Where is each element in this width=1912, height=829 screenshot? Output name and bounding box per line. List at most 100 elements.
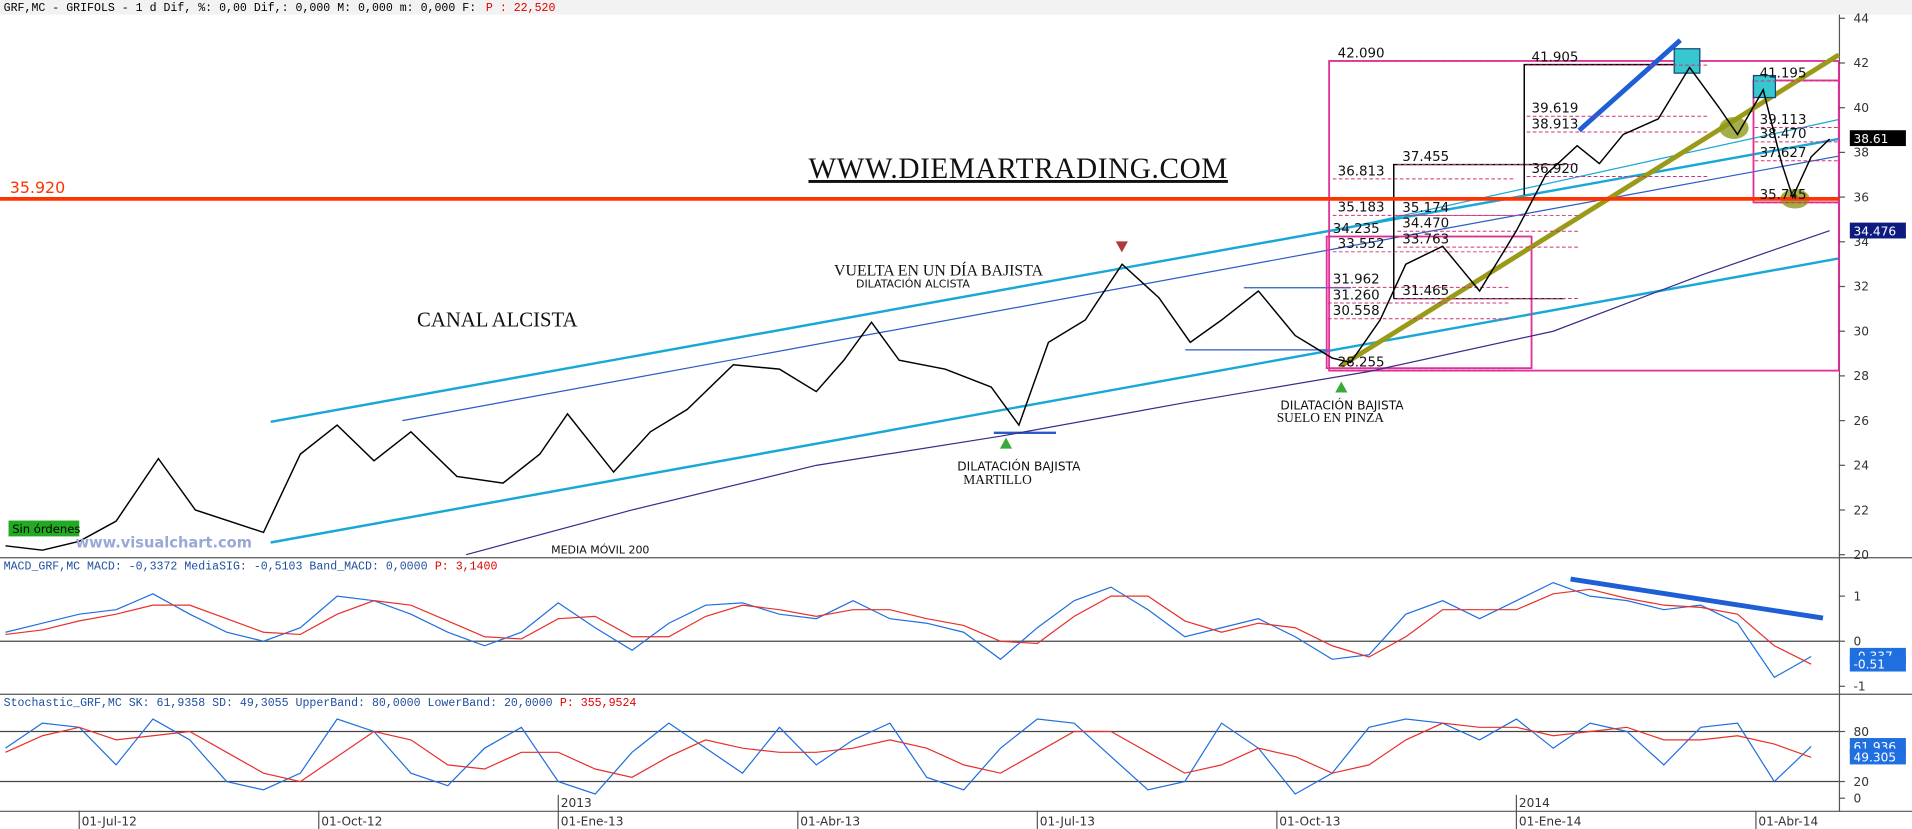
x-tick-label: 01-Jul-13	[1040, 814, 1095, 828]
series-line	[466, 230, 1830, 556]
arrow	[1115, 241, 1128, 253]
watermark: www.visualchart.com	[76, 534, 252, 551]
y-tick-label: 80	[1853, 725, 1869, 739]
level-label: 38.470	[1760, 127, 1807, 142]
level-label: 36.920	[1532, 162, 1579, 177]
annotation: MARTILLO	[963, 472, 1032, 487]
value-marker-label: 38.61	[1853, 132, 1888, 146]
header-value: P: 3,1400	[435, 560, 498, 573]
year-label: 2014	[1519, 796, 1550, 810]
y-tick-label: 24	[1853, 459, 1869, 473]
value-marker-label: 49.305	[1853, 750, 1896, 764]
level-label: 33.552	[1338, 237, 1385, 252]
value-marker	[1849, 748, 1906, 765]
highlight	[1719, 117, 1749, 139]
x-tick-label: 01-Abr-13	[800, 814, 860, 828]
level-label: 35.745	[1760, 188, 1807, 203]
series-line	[5, 588, 1812, 665]
value-marker	[1849, 222, 1906, 239]
level-label: 31.962	[1333, 273, 1380, 288]
level-label: 41.195	[1760, 66, 1807, 81]
level-label: 35.174	[1402, 201, 1449, 216]
x-tick-label: 01-Ene-13	[561, 814, 624, 828]
header-bar	[0, 0, 1912, 15]
y-tick-label: 0	[1853, 791, 1861, 805]
y-tick-label: 20	[1853, 775, 1869, 789]
x-tick-label: 01-Abr-14	[1758, 814, 1818, 828]
level-label: 39.619	[1532, 102, 1579, 117]
y-tick-label: 42	[1853, 56, 1869, 70]
level-label: 30.558	[1333, 304, 1380, 319]
level-label: 31.465	[1402, 284, 1449, 299]
series-line	[5, 581, 1812, 679]
level-label: 41.905	[1532, 50, 1579, 65]
x-tick-label: 01-Oct-12	[321, 814, 382, 828]
y-tick-label: 0	[1853, 634, 1861, 648]
level-label: 28.255	[1338, 356, 1385, 371]
status-box	[8, 520, 80, 537]
y-tick-label: 34	[1853, 235, 1869, 249]
trend-line	[1577, 38, 1682, 133]
series-line	[5, 722, 1812, 783]
annotation: MEDIA MÓVIL 200	[551, 543, 649, 556]
annotation: DILATACIÓN ALCISTA	[856, 278, 970, 291]
annotation: CANAL ALCISTA	[417, 310, 578, 332]
level-label: 37.627	[1760, 146, 1807, 161]
y-tick-label: 1	[1853, 589, 1861, 603]
stoch-header: Stochastic_GRF,MC SK: 61,9358 SD: 49,305…	[4, 697, 637, 710]
y-tick-label: 44	[1853, 12, 1869, 26]
y-tick-label: 22	[1853, 503, 1869, 517]
level-label: 34.235	[1333, 222, 1380, 237]
header-value: P: 355,9524	[560, 697, 636, 710]
series-line	[5, 718, 1812, 795]
status-label: Sin órdenes	[12, 522, 80, 536]
y-tick-label: -1	[1853, 680, 1865, 694]
level-label: 38.913	[1532, 117, 1579, 132]
y-tick-label: 28	[1853, 369, 1869, 383]
trend-line	[1570, 576, 1824, 621]
y-tick-label: 36	[1853, 190, 1869, 204]
trend-line	[1340, 52, 1841, 368]
value-marker	[1849, 130, 1906, 147]
year-label: 2013	[561, 796, 592, 810]
x-tick-label: 01-Ene-14	[1519, 814, 1582, 828]
x-tick-label: 01-Jul-12	[82, 814, 137, 828]
y-tick-label: 30	[1853, 324, 1869, 338]
value-marker-label: 34.476	[1853, 224, 1896, 238]
level-label: 42.090	[1338, 46, 1385, 61]
level-label: 36.813	[1338, 164, 1385, 179]
annotation: DILATACIÓN BAJISTA	[957, 459, 1081, 474]
level-label: 31.260	[1333, 288, 1380, 303]
annotation: VUELTA EN UN DÍA BAJISTA	[834, 261, 1044, 280]
macd-header: MACD_GRF,MC MACD: -0,3372 MediaSIG: -0,5…	[4, 560, 498, 573]
level-label: 33.763	[1402, 232, 1449, 247]
y-tick-label: 32	[1853, 280, 1869, 294]
level-label: 35.183	[1338, 201, 1385, 216]
header-text: GRF,MC - GRIFOLS - 1 d Dif, %: 0,00 Dif,…	[4, 2, 477, 15]
y-tick-label: 26	[1853, 414, 1869, 428]
arrow	[1335, 381, 1348, 393]
annotation: WWW.DIEMARTRADING.COM	[808, 153, 1227, 185]
bracket	[1523, 63, 1689, 196]
level-label: 34.470	[1402, 217, 1449, 232]
price-header: GRF,MC - GRIFOLS - 1 d Dif, %: 0,00 Dif,…	[4, 2, 556, 15]
y-tick-label: 20	[1853, 548, 1869, 562]
channel-line	[270, 257, 1840, 544]
highlight	[1673, 48, 1701, 74]
level-label: 39.113	[1760, 113, 1807, 128]
arrow	[999, 437, 1013, 449]
series-line	[5, 66, 1831, 551]
header-value: P : 22,520	[486, 2, 556, 15]
y-tick-label: 40	[1853, 101, 1869, 115]
support-label: 35.920	[10, 178, 65, 197]
annotation: SUELO EN PINZA	[1277, 410, 1385, 425]
channel-line	[270, 137, 1840, 424]
annotation: DILATACIÓN BAJISTA	[1280, 398, 1404, 413]
x-tick-label: 01-Oct-13	[1279, 814, 1340, 828]
value-marker	[1849, 655, 1906, 672]
drawings	[270, 38, 1841, 621]
value-marker-label: -0.51	[1853, 657, 1885, 671]
header-text: MACD_GRF,MC MACD: -0,3372 MediaSIG: -0,5…	[4, 560, 428, 573]
